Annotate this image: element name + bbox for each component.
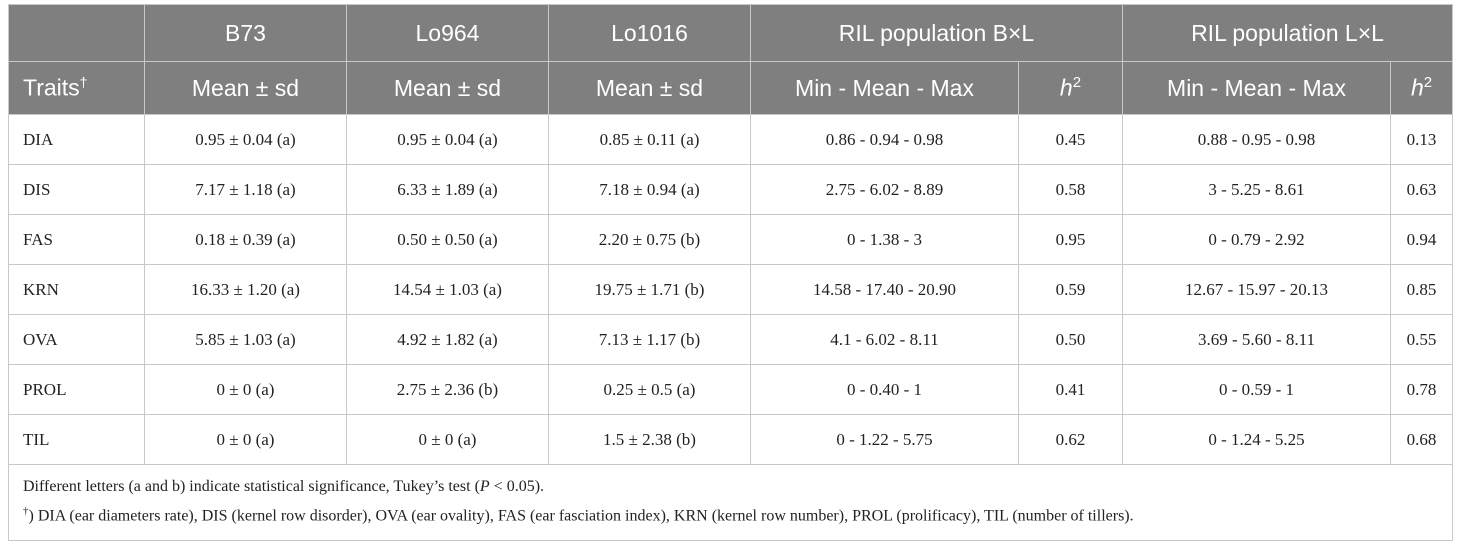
lxl-range-cell: 3 - 5.25 - 8.61 xyxy=(1122,164,1391,215)
bxl-range-cell: 0 - 0.40 - 1 xyxy=(750,364,1019,415)
table-footnotes: Different letters (a and b) indicate sta… xyxy=(7,463,1454,541)
lxl-h2-cell: 0.94 xyxy=(1389,214,1454,265)
trait-cell: PROL xyxy=(8,364,145,415)
lxl-h2-cell: 0.85 xyxy=(1389,264,1454,315)
trait-cell: OVA xyxy=(8,314,145,365)
table-row: KRN 16.33 ± 1.20 (a) 14.54 ± 1.03 (a) 19… xyxy=(8,264,1454,315)
table-row: PROL 0 ± 0 (a) 2.75 ± 2.36 (b) 0.25 ± 0.… xyxy=(8,364,1454,415)
trait-cell: TIL xyxy=(8,414,145,465)
lxl-h2-cell: 0.55 xyxy=(1389,314,1454,365)
table-row: DIA 0.95 ± 0.04 (a) 0.95 ± 0.04 (a) 0.85… xyxy=(8,114,1454,165)
b73-cell: 0 ± 0 (a) xyxy=(144,414,347,465)
lxl-h2-cell: 0.68 xyxy=(1389,414,1454,465)
trait-cell: FAS xyxy=(8,214,145,265)
lo1016-cell: 7.13 ± 1.17 (b) xyxy=(548,314,751,365)
lo964-cell: 4.92 ± 1.82 (a) xyxy=(346,314,549,365)
lo964-cell: 14.54 ± 1.03 (a) xyxy=(346,264,549,315)
bxl-range-cell: 0.86 - 0.94 - 0.98 xyxy=(750,114,1019,165)
lxl-range-cell: 0.88 - 0.95 - 0.98 xyxy=(1122,114,1391,165)
lxl-h2-cell: 0.78 xyxy=(1389,364,1454,415)
header-ril-lxl: RIL population L×L xyxy=(1121,4,1454,62)
lo1016-cell: 19.75 ± 1.71 (b) xyxy=(548,264,751,315)
b73-cell: 0.18 ± 0.39 (a) xyxy=(144,214,347,265)
bxl-h2-cell: 0.50 xyxy=(1018,314,1123,365)
b73-cell: 0 ± 0 (a) xyxy=(144,364,347,415)
lxl-h2-cell: 0.63 xyxy=(1389,164,1454,215)
b73-cell: 5.85 ± 1.03 (a) xyxy=(144,314,347,365)
bxl-h2-cell: 0.59 xyxy=(1018,264,1123,315)
bxl-h2-cell: 0.45 xyxy=(1018,114,1123,165)
lo1016-cell: 7.18 ± 0.94 (a) xyxy=(548,164,751,215)
bxl-range-cell: 0 - 1.38 - 3 xyxy=(750,214,1019,265)
lxl-h2-cell: 0.13 xyxy=(1389,114,1454,165)
header-range-bxl: Min - Mean - Max xyxy=(750,61,1019,115)
lo964-cell: 6.33 ± 1.89 (a) xyxy=(346,164,549,215)
bxl-h2-cell: 0.62 xyxy=(1018,414,1123,465)
table-row: TIL 0 ± 0 (a) 0 ± 0 (a) 1.5 ± 2.38 (b) 0… xyxy=(8,414,1454,465)
footnote-abbreviations: †) DIA (ear diameters rate), DIS (kernel… xyxy=(23,505,1134,525)
header-ril-bxl: RIL population B×L xyxy=(750,4,1123,62)
lo964-cell: 0.50 ± 0.50 (a) xyxy=(346,214,549,265)
header-mean-sd-b73: Mean ± sd xyxy=(144,61,347,115)
bxl-range-cell: 2.75 - 6.02 - 8.89 xyxy=(750,164,1019,215)
lo1016-cell: 0.85 ± 0.11 (a) xyxy=(548,114,751,165)
lxl-range-cell: 3.69 - 5.60 - 8.11 xyxy=(1122,314,1391,365)
lxl-range-cell: 0 - 0.59 - 1 xyxy=(1122,364,1391,415)
table-row: DIS 7.17 ± 1.18 (a) 6.33 ± 1.89 (a) 7.18… xyxy=(8,164,1454,215)
b73-cell: 0.95 ± 0.04 (a) xyxy=(144,114,347,165)
group-header-row: B73 Lo964 Lo1016 RIL population B×L RIL … xyxy=(8,4,1454,62)
header-range-lxl: Min - Mean - Max xyxy=(1122,61,1391,115)
header-lo964: Lo964 xyxy=(346,4,549,62)
header-b73: B73 xyxy=(144,4,347,62)
dagger-mark: † xyxy=(23,505,29,517)
trait-cell: KRN xyxy=(8,264,145,315)
footnote-row: Different letters (a and b) indicate sta… xyxy=(7,463,1454,541)
bxl-h2-cell: 0.58 xyxy=(1018,164,1123,215)
bxl-range-cell: 14.58 - 17.40 - 20.90 xyxy=(750,264,1019,315)
lo1016-cell: 0.25 ± 0.5 (a) xyxy=(548,364,751,415)
dagger-mark: † xyxy=(79,74,88,91)
lxl-range-cell: 0 - 1.24 - 5.25 xyxy=(1122,414,1391,465)
table-container: B73 Lo964 Lo1016 RIL population B×L RIL … xyxy=(7,4,1454,541)
trait-cell: DIS xyxy=(8,164,145,215)
lxl-range-cell: 0 - 0.79 - 2.92 xyxy=(1122,214,1391,265)
traits-table: B73 Lo964 Lo1016 RIL population B×L RIL … xyxy=(7,4,1454,541)
b73-cell: 16.33 ± 1.20 (a) xyxy=(144,264,347,315)
header-h2-bxl: h2 xyxy=(1018,61,1123,115)
lo1016-cell: 1.5 ± 2.38 (b) xyxy=(548,414,751,465)
b73-cell: 7.17 ± 1.18 (a) xyxy=(144,164,347,215)
bxl-h2-cell: 0.41 xyxy=(1018,364,1123,415)
lo964-cell: 0 ± 0 (a) xyxy=(346,414,549,465)
table-row: OVA 5.85 ± 1.03 (a) 4.92 ± 1.82 (a) 7.13… xyxy=(8,314,1454,365)
header-h2-lxl: h2 xyxy=(1389,61,1454,115)
sub-header-row: Traits† Mean ± sd Mean ± sd Mean ± sd Mi… xyxy=(8,61,1454,115)
header-mean-sd-lo1016: Mean ± sd xyxy=(548,61,751,115)
header-lo1016: Lo1016 xyxy=(548,4,751,62)
bxl-h2-cell: 0.95 xyxy=(1018,214,1123,265)
bxl-range-cell: 0 - 1.22 - 5.75 xyxy=(750,414,1019,465)
header-mean-sd-lo964: Mean ± sd xyxy=(346,61,549,115)
corner-cell xyxy=(8,4,145,62)
table-row: FAS 0.18 ± 0.39 (a) 0.50 ± 0.50 (a) 2.20… xyxy=(8,214,1454,265)
trait-cell: DIA xyxy=(8,114,145,165)
lxl-range-cell: 12.67 - 15.97 - 20.13 xyxy=(1122,264,1391,315)
header-traits: Traits† xyxy=(8,61,145,115)
lo1016-cell: 2.20 ± 0.75 (b) xyxy=(548,214,751,265)
lo964-cell: 2.75 ± 2.36 (b) xyxy=(346,364,549,415)
bxl-range-cell: 4.1 - 6.02 - 8.11 xyxy=(750,314,1019,365)
footnote-significance: Different letters (a and b) indicate sta… xyxy=(23,478,545,495)
lo964-cell: 0.95 ± 0.04 (a) xyxy=(346,114,549,165)
